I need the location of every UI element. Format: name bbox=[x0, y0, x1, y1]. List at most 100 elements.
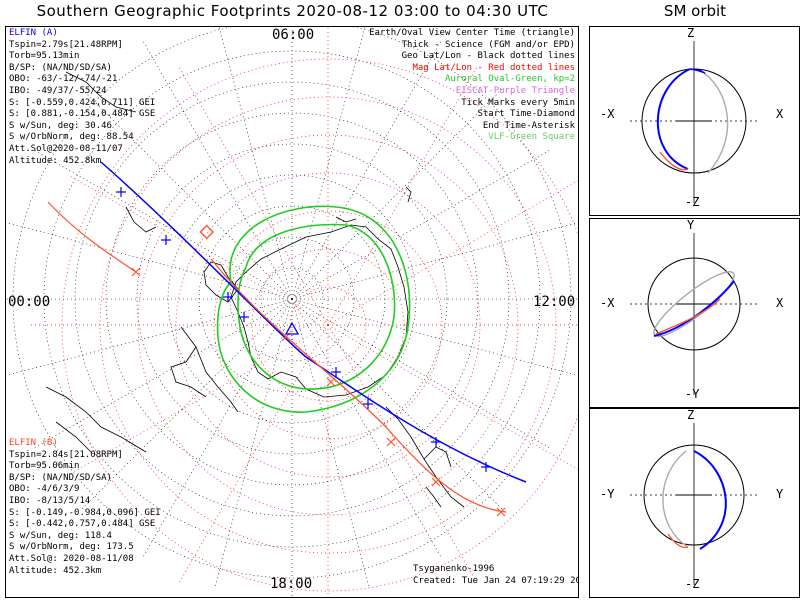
mag-meridian bbox=[327, 324, 578, 470]
mag-grid bbox=[28, 27, 578, 597]
legend-item: VLF-Green Square bbox=[488, 132, 575, 143]
mag-latitude-circle bbox=[137, 134, 519, 516]
geo-meridian bbox=[141, 39, 293, 300]
start-diamond bbox=[199, 224, 215, 240]
sat-b-info: ELFIN (B) Tspin=2.84s[21.08RPM] Torb=95.… bbox=[9, 438, 161, 577]
sm-panel-yz: Z -Z -Y Y bbox=[589, 408, 800, 598]
sat-a-line: IBO: -49/37/-55/24 bbox=[9, 85, 107, 96]
mag-latitude-circle bbox=[61, 58, 578, 592]
geo-meridian bbox=[291, 298, 370, 589]
geo-latitude-circle bbox=[229, 236, 355, 362]
axis-label-top: Y bbox=[687, 218, 695, 232]
track-tick-b bbox=[131, 267, 141, 277]
geo-latitude-circle bbox=[260, 267, 324, 331]
mag-meridian bbox=[177, 65, 329, 326]
axis-label-bottom: -Y bbox=[685, 387, 700, 401]
hour-label-bottom: 18:00 bbox=[270, 576, 313, 592]
geo-latitude-circle bbox=[136, 143, 448, 455]
track-tick-b bbox=[386, 437, 396, 447]
hour-label-right: 12:00 bbox=[533, 294, 576, 310]
footer-created: Created: Tue Jan 24 07:19:29 2023 bbox=[413, 575, 579, 586]
sat-b-line: Altitude: 452.3km bbox=[9, 565, 102, 576]
mag-latitude-circle bbox=[213, 210, 443, 440]
sat-a-line: OBO: -63/-12/-74/-21 bbox=[9, 74, 118, 85]
auroral-oval bbox=[216, 205, 411, 413]
sat-b-line: Tspin=2.84s[21.08RPM] bbox=[9, 449, 123, 460]
axis-label-bottom: -Z bbox=[685, 577, 700, 591]
sat-a-line: ELFIN (A) bbox=[9, 28, 58, 38]
satellite-tracks bbox=[47, 161, 527, 517]
axis-label-left: -X bbox=[600, 296, 615, 310]
sm-panel-xy-canvas bbox=[630, 233, 758, 395]
sat-a-line: Tspin=2.79s[21.48RPM] bbox=[9, 39, 123, 50]
mag-meridian bbox=[327, 324, 479, 585]
legend-item: Thick - Science (FGM and/or EPD) bbox=[401, 39, 575, 50]
sm-panel-yz-canvas bbox=[630, 423, 758, 585]
sat-a-line: Altitude: 452.8km bbox=[9, 155, 102, 166]
sat-a-line: S: [-0.559,0.424,0.711] GEI bbox=[9, 97, 156, 108]
axis-label-bottom: -Z bbox=[685, 195, 700, 209]
axis-label-left: -X bbox=[600, 107, 615, 121]
mag-latitude-circle bbox=[289, 286, 367, 364]
sat-b-line: S w/Sun, deg: 118.4 bbox=[9, 530, 112, 541]
track-elfin-b-start bbox=[47, 201, 137, 273]
map-footer: Tsyganenko-1996 Created: Tue Jan 24 07:1… bbox=[413, 564, 579, 587]
track-tick-b bbox=[496, 507, 506, 517]
auroral-oval-inner bbox=[237, 223, 396, 390]
sat-b-line: S: [-0.149,-0.984,0.096] GEI bbox=[9, 507, 161, 518]
axis-label-right: X bbox=[776, 296, 784, 310]
hour-label-top: 06:00 bbox=[272, 27, 315, 43]
sat-a-line: S w/OrbNorm, deg: 88.54 bbox=[9, 132, 134, 143]
sat-b-line: OBO: -4/6/3/9 bbox=[9, 484, 80, 495]
legend-item: Start Time-Diamond bbox=[477, 109, 575, 120]
geo-grid bbox=[6, 27, 578, 597]
sat-b-line: IBO: -8/13/5/14 bbox=[9, 495, 91, 506]
sat-b-line: Att.Sol@: 2020-08-11/08 bbox=[9, 553, 134, 564]
geo-meridian bbox=[214, 298, 293, 589]
sat-a-info: ELFIN (A) Tspin=2.79s[21.48RPM] Torb=95.… bbox=[9, 28, 155, 167]
sm-orbit-title: SM orbit bbox=[663, 2, 727, 20]
sat-a-line: Torb=95.13min bbox=[9, 51, 80, 62]
legend-item: End Time-Asterisk bbox=[482, 120, 575, 131]
track-tick-b bbox=[431, 477, 441, 487]
mag-meridian bbox=[68, 174, 329, 326]
geo-latitude-circle bbox=[12, 27, 572, 579]
sat-a-line: S w/Sun, deg: 30.46 bbox=[9, 120, 112, 131]
map-legend: Earth/Oval View Center Time (triangle) T… bbox=[369, 28, 575, 144]
legend-item: Earth/Oval View Center Time (triangle) bbox=[369, 28, 575, 38]
legend-item: Geo Lat/Lon - Black dotted lines bbox=[401, 51, 575, 62]
geo-meridian bbox=[32, 298, 293, 450]
sat-b-line: S w/OrbNorm, deg: 173.5 bbox=[9, 542, 134, 553]
geo-meridian bbox=[291, 298, 505, 512]
sat-a-line: Att.Sol@2020-08-11/07 bbox=[9, 143, 123, 154]
legend-item: Mag Lat/Lon - Red dotted lines bbox=[412, 62, 575, 73]
legend-item: Auroral Oval-Green, kp=2 bbox=[444, 74, 575, 85]
sm-panel-xz: Z -Z -X X bbox=[589, 26, 800, 216]
sat-b-line: B/SP: (NA/ND/SD/SA) bbox=[9, 472, 112, 483]
geo-meridian bbox=[141, 298, 293, 559]
footprint-map: 06:00 00:00 12:00 18:00 ELFIN (A) Tspin=… bbox=[5, 26, 579, 598]
hour-label-left: 00:00 bbox=[8, 294, 51, 310]
axis-label-right: Y bbox=[776, 487, 784, 501]
sm-panel-xy: Y -Y -X X bbox=[589, 218, 800, 408]
sat-b-line: Torb=95.06min bbox=[9, 461, 80, 472]
sat-b-line: ELFIN (B) bbox=[9, 438, 58, 448]
map-canvas bbox=[6, 27, 578, 597]
sat-a-line: S: [0.881,-0.154,0.484] GSE bbox=[9, 109, 156, 120]
sat-b-line: S: [-0.442,0.757,0.484] GSE bbox=[9, 519, 156, 530]
axis-label-top: Z bbox=[687, 408, 695, 422]
view-center-triangle bbox=[284, 321, 300, 335]
geo-meridian bbox=[291, 27, 366, 300]
track-tick-b bbox=[326, 377, 336, 387]
auroral-oval-outer bbox=[216, 205, 411, 413]
track-elfin-b bbox=[210, 258, 507, 513]
footer-model: Tsyganenko-1996 bbox=[413, 564, 495, 574]
mag-meridian bbox=[177, 324, 329, 585]
page-title: Southern Geographic Footprints 2020-08-1… bbox=[36, 2, 549, 20]
legend-item: EISCAT-Purple Triangle bbox=[455, 85, 575, 96]
geo-meridian bbox=[291, 298, 443, 559]
axis-label-top: Z bbox=[687, 26, 695, 40]
sat-a-line: B/SP: (NA/ND/SD/SA) bbox=[9, 62, 112, 73]
sm-panel-xz-canvas bbox=[630, 41, 758, 203]
geo-meridian bbox=[291, 222, 578, 300]
